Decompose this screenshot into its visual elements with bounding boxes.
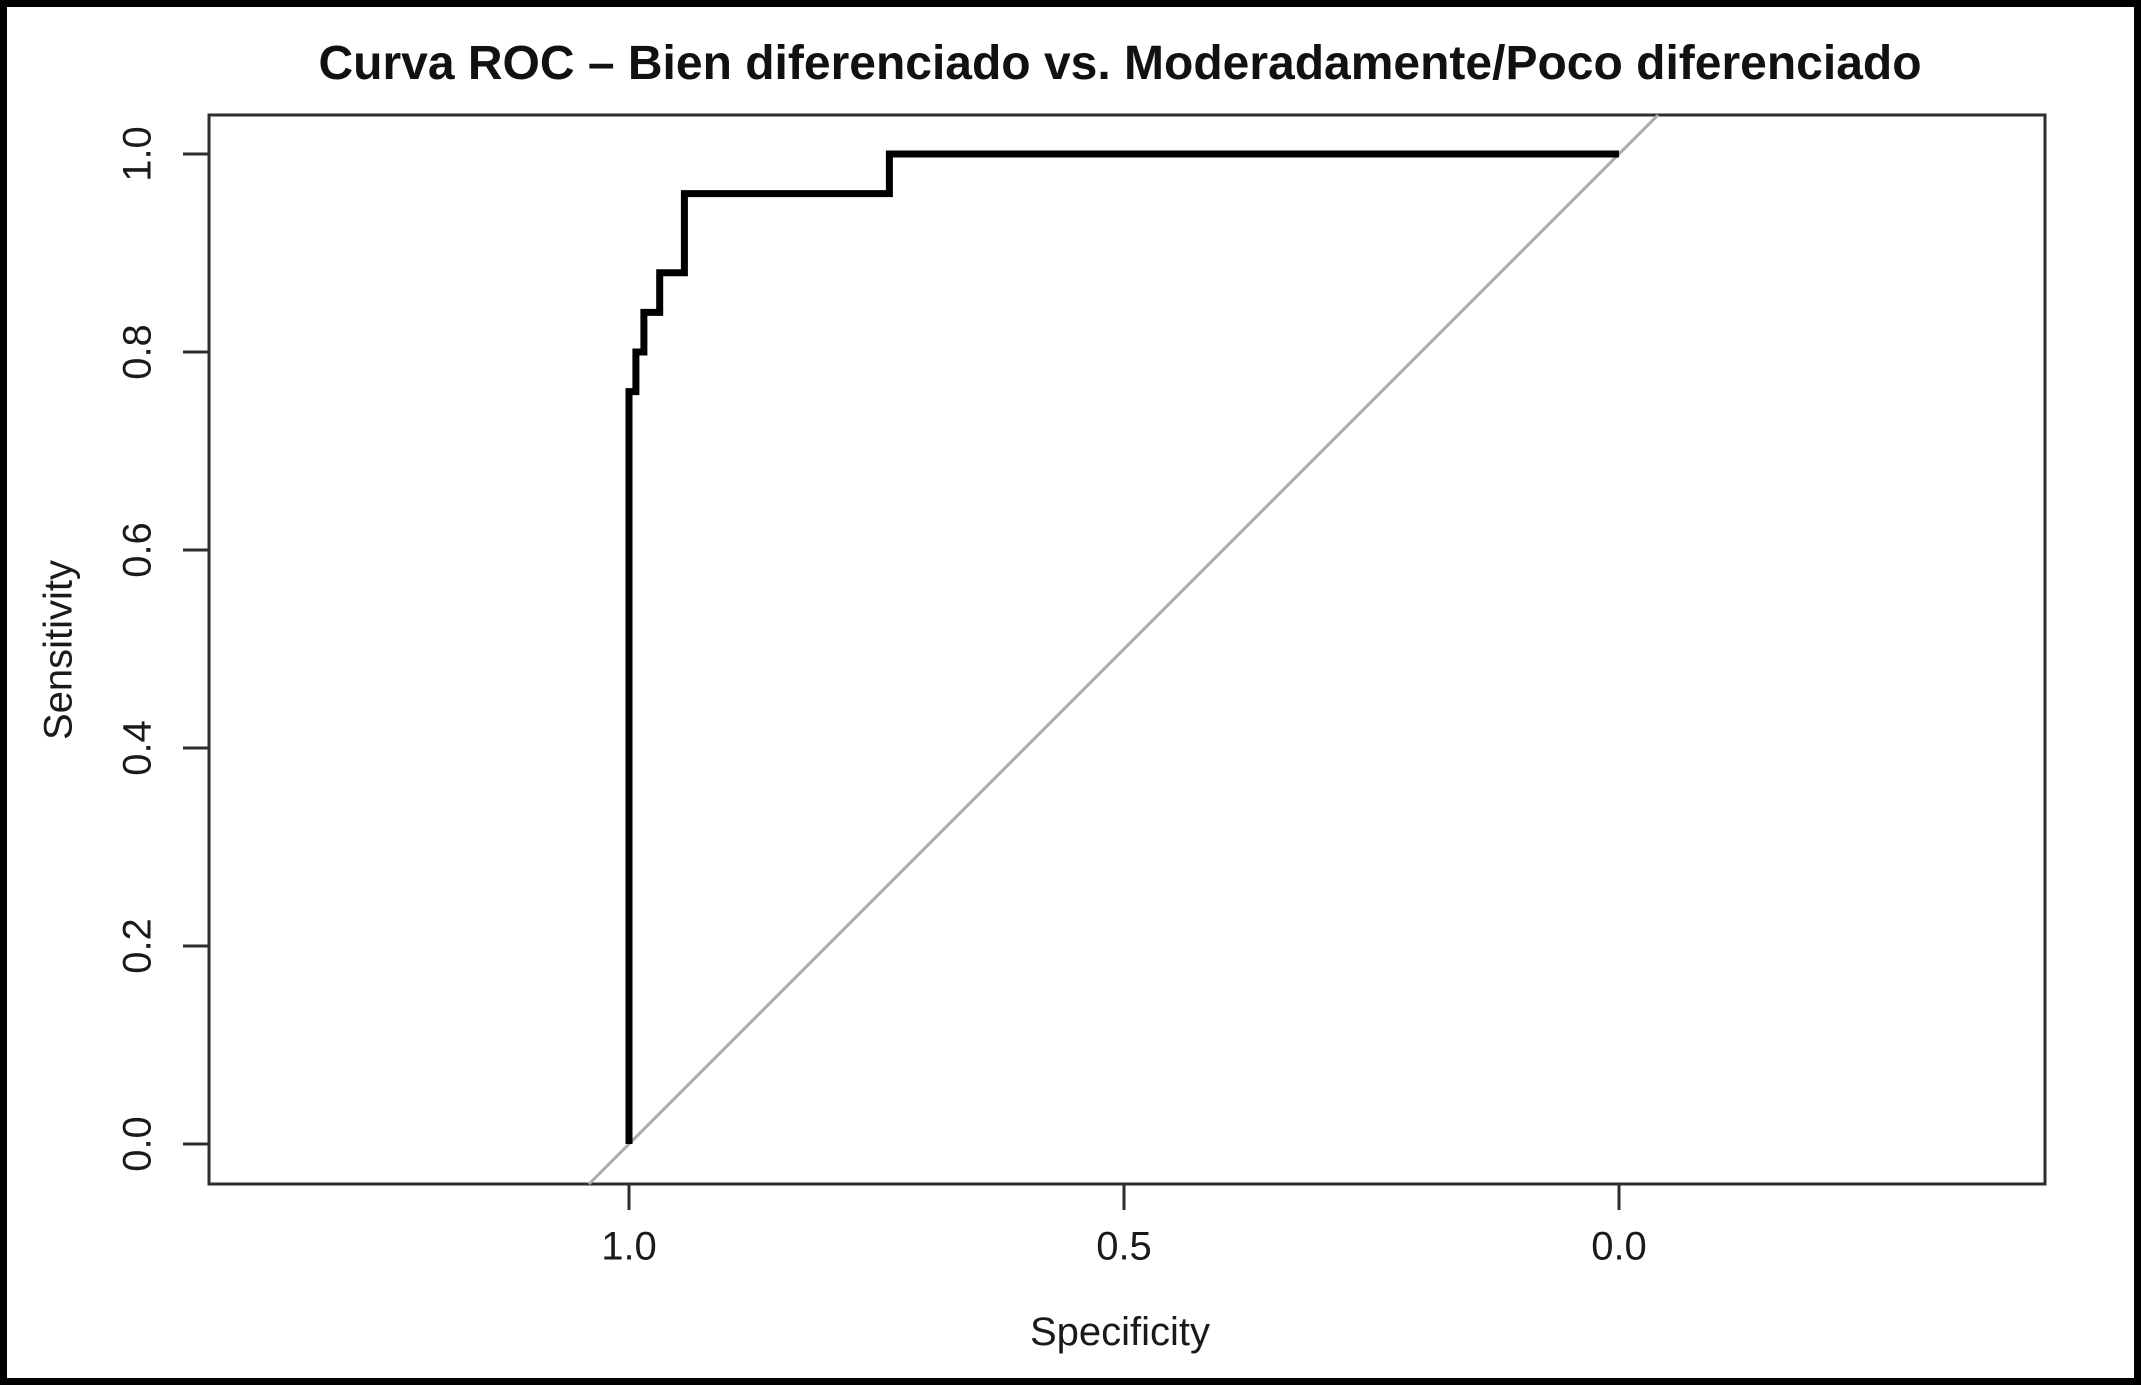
x-tick-label: 1.0	[601, 1224, 657, 1269]
x-tick-label: 0.0	[1591, 1224, 1647, 1269]
y-axis-label: Sensitivity	[36, 559, 81, 741]
y-tick-label: 0.2	[115, 918, 160, 974]
plot-box	[207, 113, 2047, 1186]
y-tick-label: 0.8	[115, 324, 160, 380]
diagonal-reference-line	[587, 113, 1660, 1186]
y-tick-label: 0.0	[115, 1116, 160, 1172]
x-axis-label: Specificity	[1029, 1310, 1211, 1354]
chart-title: Curva ROC – Bien diferenciado vs. Modera…	[318, 37, 1922, 90]
x-tick-label: 0.5	[1096, 1224, 1152, 1269]
y-tick-label: 0.4	[115, 720, 160, 776]
roc-curve-line	[625, 150, 1619, 1144]
roc-plot-canvas	[183, 113, 2047, 1210]
y-tick-label: 0.6	[115, 522, 160, 578]
y-tick-label: 1.0	[115, 126, 160, 182]
